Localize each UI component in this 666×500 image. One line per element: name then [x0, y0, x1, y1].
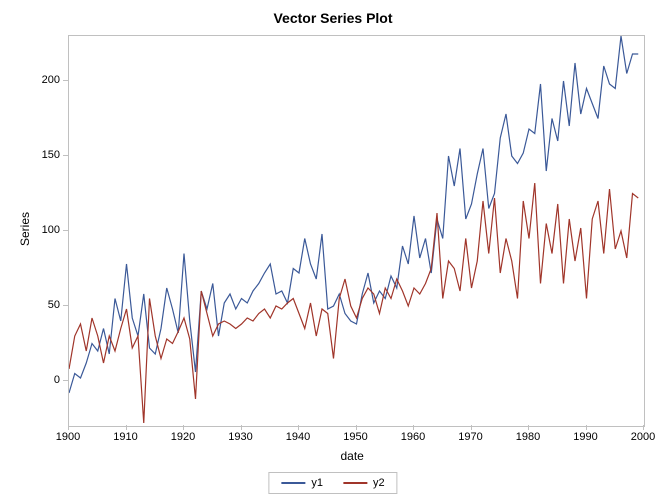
x-axis-label: date	[341, 449, 364, 463]
y-tick-mark	[63, 380, 68, 381]
y-axis-label: Series	[18, 212, 32, 246]
x-tick-mark	[356, 425, 357, 430]
series-line-y2	[69, 183, 638, 423]
x-tick-label: 1920	[171, 431, 195, 443]
legend: y1 y2	[268, 472, 397, 494]
y-tick-mark	[63, 230, 68, 231]
x-tick-mark	[241, 425, 242, 430]
x-tick-label: 1990	[573, 431, 597, 443]
y-tick-label: 50	[20, 299, 60, 311]
x-tick-mark	[586, 425, 587, 430]
plot-svg	[69, 36, 644, 426]
y-tick-label: 200	[20, 74, 60, 86]
x-tick-mark	[471, 425, 472, 430]
x-tick-label: 2000	[631, 431, 655, 443]
y-tick-mark	[63, 80, 68, 81]
x-tick-label: 1940	[286, 431, 310, 443]
legend-swatch-y2	[343, 482, 367, 484]
x-tick-mark	[183, 425, 184, 430]
y-tick-label: 0	[20, 374, 60, 386]
x-tick-label: 1980	[516, 431, 540, 443]
x-tick-label: 1950	[343, 431, 367, 443]
chart-title: Vector Series Plot	[0, 10, 666, 26]
chart-container: Vector Series Plot 050100150200 19001910…	[0, 0, 666, 500]
y-tick-mark	[63, 155, 68, 156]
x-tick-label: 1930	[228, 431, 252, 443]
legend-item-y1: y1	[281, 477, 323, 489]
legend-swatch-y1	[281, 482, 305, 484]
y-tick-mark	[63, 305, 68, 306]
x-tick-mark	[528, 425, 529, 430]
legend-item-y2: y2	[343, 477, 385, 489]
series-line-y1	[69, 36, 638, 393]
x-tick-label: 1960	[401, 431, 425, 443]
x-tick-mark	[413, 425, 414, 430]
x-tick-label: 1900	[56, 431, 80, 443]
plot-area	[68, 35, 645, 427]
x-tick-mark	[126, 425, 127, 430]
x-tick-mark	[643, 425, 644, 430]
legend-label-y2: y2	[373, 477, 385, 489]
x-tick-mark	[68, 425, 69, 430]
x-tick-label: 1910	[113, 431, 137, 443]
y-tick-label: 150	[20, 149, 60, 161]
x-tick-mark	[298, 425, 299, 430]
x-tick-label: 1970	[458, 431, 482, 443]
legend-label-y1: y1	[311, 477, 323, 489]
